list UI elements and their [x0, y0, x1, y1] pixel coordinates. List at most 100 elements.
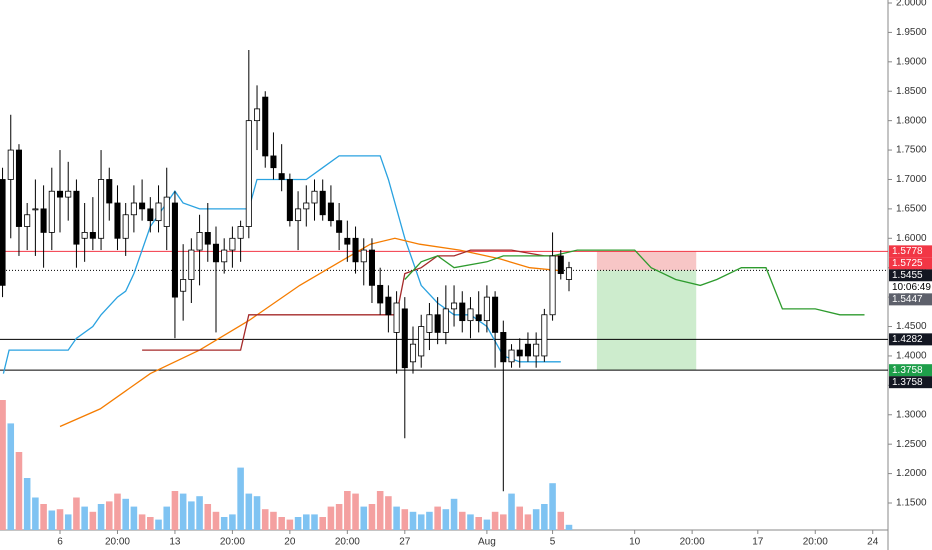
- price-label-box: [889, 245, 932, 258]
- y-tick-label: 1.9500: [896, 27, 927, 38]
- candle-body: [336, 220, 343, 233]
- volume-bar: [130, 506, 138, 530]
- volume-bar: [147, 517, 154, 530]
- candle-body: [48, 190, 55, 233]
- price-label-box: [889, 257, 932, 270]
- candle-body: [40, 208, 47, 233]
- candle-body: [171, 202, 178, 298]
- volume-bar: [311, 514, 318, 530]
- volume-bar: [294, 517, 302, 530]
- volume-bar: [376, 491, 384, 530]
- candle-body: [286, 179, 293, 222]
- volume-bar: [344, 491, 351, 530]
- price-label-box: [889, 281, 932, 294]
- candle-body: [98, 179, 105, 239]
- candle-body: [492, 296, 499, 333]
- candle-body: [32, 208, 39, 211]
- candle-body: [483, 296, 490, 322]
- candle-body: [385, 296, 392, 316]
- volume-bar: [532, 509, 540, 530]
- volume-bar: [89, 511, 97, 530]
- price-label-box: [889, 333, 932, 346]
- volume-bar: [237, 467, 244, 530]
- candle-body: [327, 202, 334, 222]
- y-tick-label: 1.8000: [896, 115, 927, 126]
- candle-body: [24, 214, 31, 227]
- volume-bar: [426, 511, 433, 530]
- candle-body: [212, 243, 220, 263]
- candle-body: [393, 302, 400, 333]
- candle-body: [311, 190, 318, 204]
- volume-bar: [417, 514, 425, 530]
- candle-body: [180, 279, 187, 292]
- x-tick-label: 20:00: [680, 537, 705, 548]
- y-tick-label: 1.1500: [896, 498, 927, 509]
- candle-body: [409, 343, 417, 363]
- volume-bar: [97, 504, 105, 530]
- candle-body: [549, 255, 556, 316]
- candle-body: [114, 202, 121, 239]
- candle-body: [147, 208, 154, 222]
- candle-body: [130, 202, 137, 216]
- price-label: 1.3758: [892, 377, 923, 388]
- candle-body: [500, 332, 507, 363]
- volume-bar: [303, 514, 310, 530]
- price-label-box: [889, 364, 932, 377]
- candle-body: [56, 190, 64, 198]
- volume-bar: [393, 506, 400, 530]
- indicator-line: [142, 249, 561, 351]
- candle-body: [89, 232, 96, 239]
- x-tick-label: 5: [550, 537, 556, 548]
- volume-bar: [179, 493, 187, 530]
- y-tick-label: 1.7500: [896, 145, 927, 156]
- candle-body: [303, 202, 310, 210]
- volume-bar: [0, 400, 6, 530]
- candle-body: [15, 149, 22, 227]
- stop-zone: [596, 251, 697, 271]
- candle-body: [401, 308, 408, 369]
- candle-body: [139, 202, 146, 210]
- candle-body: [541, 314, 548, 357]
- volume-bar: [81, 506, 88, 530]
- x-tick-label: 10: [629, 537, 641, 548]
- candle-body: [65, 190, 72, 198]
- volume-bar: [565, 524, 573, 530]
- volume-bar: [524, 514, 532, 530]
- volume-bar: [352, 493, 359, 530]
- candle-body: [360, 249, 367, 263]
- volume-bar: [409, 511, 417, 530]
- candle-body: [434, 314, 441, 333]
- volume-bar: [434, 506, 441, 530]
- candle-body: [352, 237, 359, 263]
- y-tick-label: 2.0000: [896, 0, 927, 9]
- volume-bar: [335, 504, 343, 530]
- volume-bar: [500, 514, 507, 530]
- volume-bar: [105, 501, 113, 530]
- candle-body: [106, 179, 113, 204]
- y-tick-label: 1.6000: [896, 233, 927, 244]
- y-tick-label: 1.4500: [896, 321, 927, 332]
- volume-bar: [40, 504, 47, 530]
- x-tick-label: 20: [284, 537, 296, 548]
- volume-bar: [15, 452, 23, 530]
- volume-bar: [229, 514, 236, 530]
- volume-bar: [483, 519, 491, 530]
- volume-bar: [327, 506, 335, 530]
- price-label: 1.5725: [892, 258, 923, 269]
- x-tick-label: 20:00: [220, 537, 245, 548]
- x-tick-label: 6: [57, 537, 63, 548]
- indicator-line: [404, 249, 865, 316]
- candle-body: [516, 349, 523, 357]
- volume-bar: [467, 514, 474, 530]
- volume-bar: [319, 517, 326, 530]
- x-tick-label: Aug: [478, 537, 496, 548]
- volume-bar: [64, 514, 72, 530]
- candle-body: [221, 249, 228, 263]
- candle-body: [565, 267, 573, 280]
- volume-bar: [32, 497, 39, 530]
- price-label: 1.5778: [892, 246, 923, 257]
- volume-bar: [557, 511, 565, 530]
- candle-body: [475, 314, 482, 322]
- volume-bar: [516, 506, 524, 530]
